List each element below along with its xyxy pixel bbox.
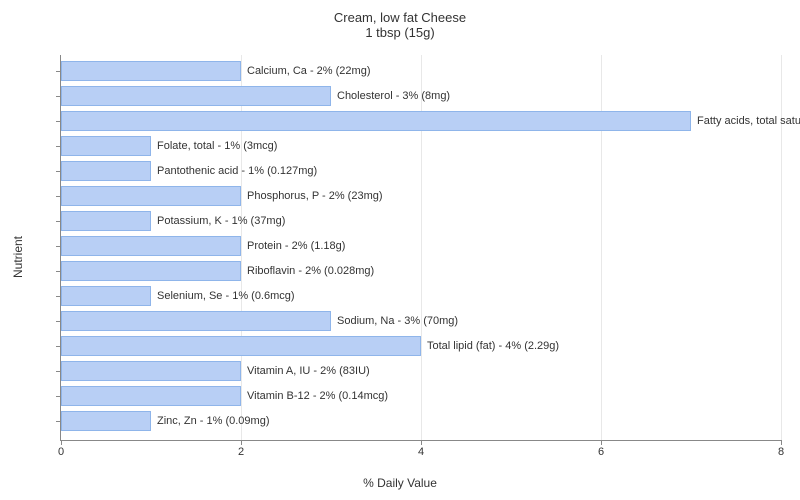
bar xyxy=(61,361,241,381)
bar-label: Protein - 2% (1.18g) xyxy=(241,236,345,256)
bar xyxy=(61,136,151,156)
chart-title-line2: 1 tbsp (15g) xyxy=(0,25,800,40)
bar-label: Fatty acids, total saturated - 7% (1.365… xyxy=(691,111,800,131)
x-tick-mark xyxy=(61,440,62,445)
x-tick-mark xyxy=(421,440,422,445)
bar xyxy=(61,61,241,81)
chart-title-block: Cream, low fat Cheese 1 tbsp (15g) xyxy=(0,0,800,45)
bar xyxy=(61,286,151,306)
bar-label: Vitamin B-12 - 2% (0.14mcg) xyxy=(241,386,388,406)
x-tick-label: 8 xyxy=(778,446,784,458)
chart-title-line1: Cream, low fat Cheese xyxy=(0,10,800,25)
x-tick-mark xyxy=(241,440,242,445)
plot-area: 02468Calcium, Ca - 2% (22mg)Cholesterol … xyxy=(60,55,781,441)
x-tick-label: 6 xyxy=(598,446,604,458)
bar-label: Folate, total - 1% (3mcg) xyxy=(151,136,277,156)
y-axis-label: Nutrient xyxy=(11,236,25,278)
x-tick-mark xyxy=(601,440,602,445)
bar xyxy=(61,336,421,356)
bar-label: Phosphorus, P - 2% (23mg) xyxy=(241,186,383,206)
x-tick-label: 4 xyxy=(418,446,424,458)
bar-label: Zinc, Zn - 1% (0.09mg) xyxy=(151,411,269,431)
bar-label: Riboflavin - 2% (0.028mg) xyxy=(241,261,374,281)
bar xyxy=(61,86,331,106)
bar xyxy=(61,161,151,181)
bar xyxy=(61,236,241,256)
x-tick-label: 2 xyxy=(238,446,244,458)
bar-label: Cholesterol - 3% (8mg) xyxy=(331,86,450,106)
x-tick-mark xyxy=(781,440,782,445)
bar xyxy=(61,186,241,206)
bar xyxy=(61,386,241,406)
bar-label: Pantothenic acid - 1% (0.127mg) xyxy=(151,161,317,181)
bar-label: Calcium, Ca - 2% (22mg) xyxy=(241,61,370,81)
bar-label: Potassium, K - 1% (37mg) xyxy=(151,211,285,231)
bar-label: Selenium, Se - 1% (0.6mcg) xyxy=(151,286,295,306)
x-axis-label: % Daily Value xyxy=(363,476,437,490)
bar-label: Vitamin A, IU - 2% (83IU) xyxy=(241,361,370,381)
chart-container: Cream, low fat Cheese 1 tbsp (15g) Nutri… xyxy=(0,0,800,500)
bar-label: Total lipid (fat) - 4% (2.29g) xyxy=(421,336,559,356)
bar xyxy=(61,411,151,431)
bar xyxy=(61,111,691,131)
bar xyxy=(61,261,241,281)
x-tick-label: 0 xyxy=(58,446,64,458)
bar xyxy=(61,311,331,331)
bar xyxy=(61,211,151,231)
bar-label: Sodium, Na - 3% (70mg) xyxy=(331,311,458,331)
